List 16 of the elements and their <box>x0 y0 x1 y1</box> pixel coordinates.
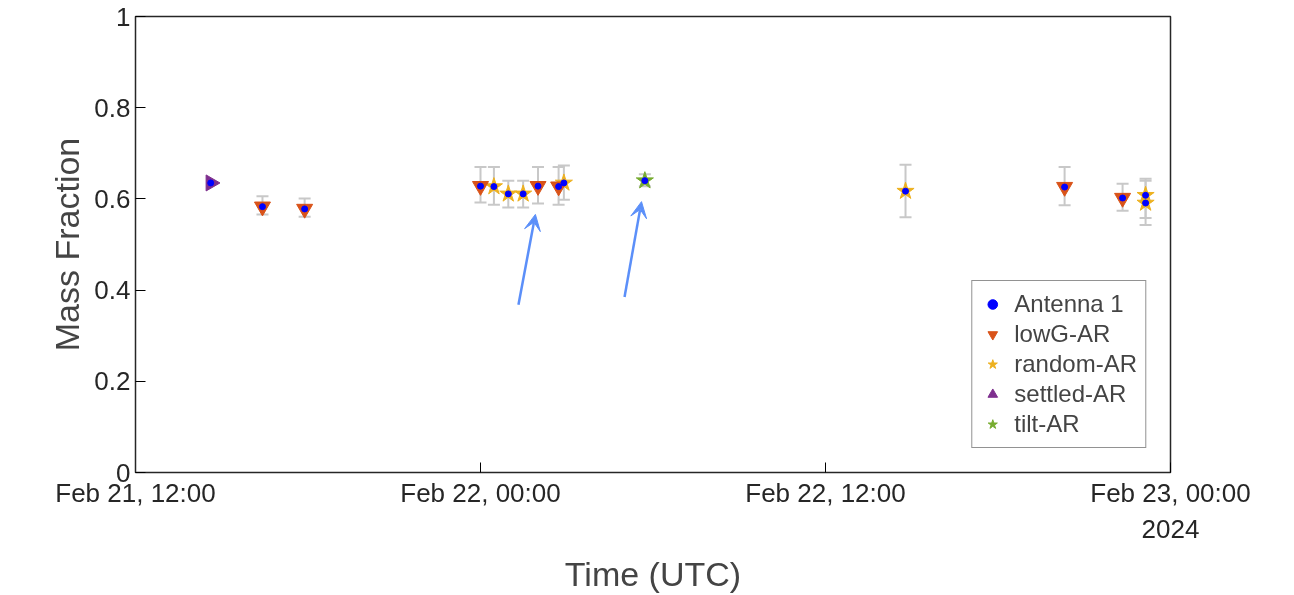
x-tick-label: Feb 22, 00:00 <box>400 477 561 508</box>
y-tick-label: 0.6 <box>94 183 131 214</box>
y-tick-label: 0.4 <box>94 275 131 306</box>
legend-label: random-AR <box>1014 350 1137 378</box>
y-tick-label: 0.8 <box>94 92 131 123</box>
y-tick-label: 0.2 <box>94 366 131 397</box>
x-tick-label: Feb 23, 00:00 <box>1090 477 1251 508</box>
text: 2024 <box>1141 513 1200 544</box>
x-tick-label: Feb 22, 12:00 <box>745 477 906 508</box>
y-tick-label: 1 <box>116 1 131 32</box>
legend-label: tilt-AR <box>1014 410 1080 438</box>
legend-label: Antenna 1 <box>1014 290 1124 318</box>
legend-label: lowG-AR <box>1014 320 1111 348</box>
y-axis-title: Mass Fraction <box>48 137 87 352</box>
x-axis-title: Time (UTC) <box>564 554 742 593</box>
legend-label: settled-AR <box>1014 380 1127 408</box>
